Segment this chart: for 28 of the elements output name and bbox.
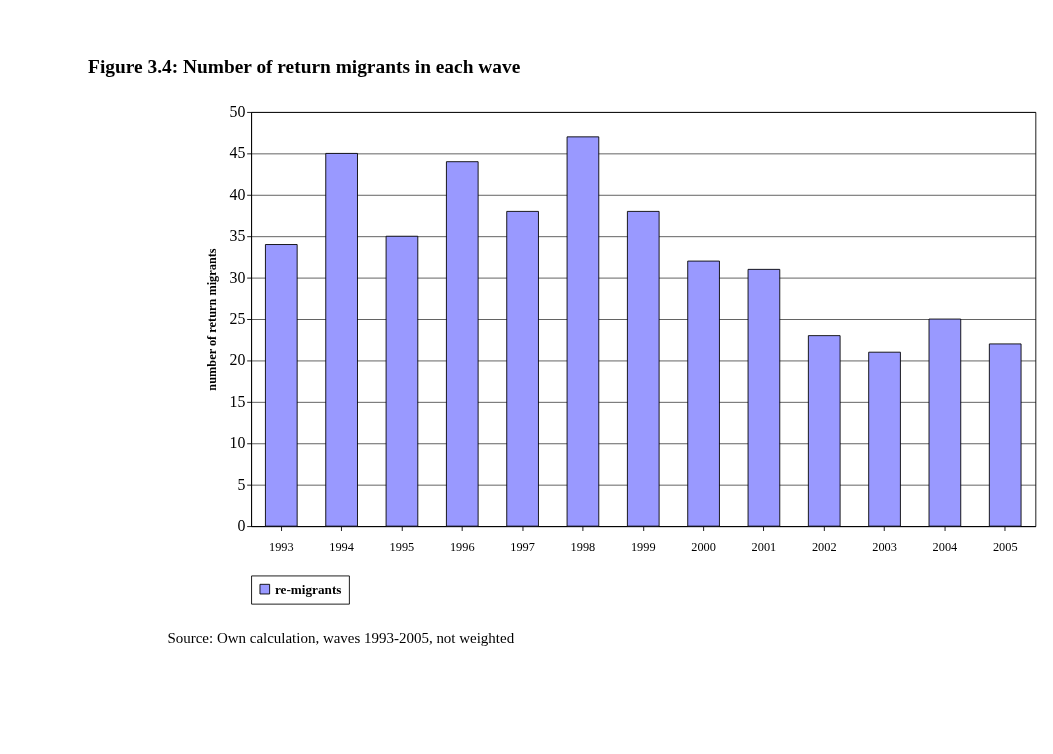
source-note: Source: Own calculation, waves 1993-2005, not weighted	[167, 630, 515, 647]
y-tick-label: 40	[229, 185, 246, 203]
y-tick-label: 20	[229, 351, 246, 369]
x-tick-label: 1994	[329, 540, 354, 555]
y-tick-label: 0	[237, 516, 246, 534]
x-tick-label: 1997	[510, 540, 535, 555]
y-tick-label: 15	[229, 392, 246, 410]
chart-title: Figure 3.4: Number of return migrants in each wave	[88, 56, 521, 78]
y-tick-label: 10	[229, 434, 246, 452]
x-tick-label: 1995	[389, 540, 415, 555]
legend-label: re-migrants	[274, 581, 342, 597]
x-tick-label: 2002	[811, 540, 837, 555]
y-tick-label: 5	[237, 475, 246, 493]
x-tick-label: 1996	[449, 540, 475, 555]
y-tick-label: 25	[229, 309, 246, 327]
x-tick-label: 2004	[932, 540, 958, 555]
y-tick-label: 35	[229, 227, 246, 245]
y-tick-label: 30	[229, 268, 246, 286]
x-tick-label: 2003	[872, 540, 897, 555]
x-tick-label: 2005	[992, 540, 1018, 555]
x-tick-label: 1993	[268, 540, 294, 555]
y-tick-label: 45	[229, 144, 246, 162]
x-tick-label: 2000	[691, 540, 716, 555]
y-axis-title: number of return migrants	[205, 248, 220, 391]
x-tick-label: 1998	[570, 540, 596, 555]
x-tick-label: 1999	[630, 540, 656, 555]
x-tick-label: 2001	[751, 540, 777, 555]
y-tick-label: 50	[229, 102, 246, 120]
